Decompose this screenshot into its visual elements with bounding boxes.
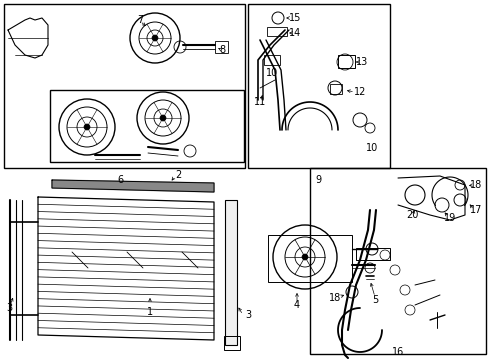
Text: 10: 10 xyxy=(365,143,377,153)
Bar xyxy=(50,90,244,162)
Bar xyxy=(355,248,389,260)
Circle shape xyxy=(152,35,158,41)
Text: 11: 11 xyxy=(253,97,265,107)
Polygon shape xyxy=(52,180,214,192)
Text: 7: 7 xyxy=(137,15,143,25)
Circle shape xyxy=(160,115,165,121)
Bar xyxy=(309,168,485,354)
Circle shape xyxy=(84,124,90,130)
Text: 19: 19 xyxy=(443,213,455,223)
Bar xyxy=(4,4,244,168)
Text: 9: 9 xyxy=(314,175,321,185)
Text: 2: 2 xyxy=(175,170,181,180)
Text: 18: 18 xyxy=(469,180,481,190)
Bar xyxy=(337,55,354,68)
Bar xyxy=(247,4,389,168)
Text: 13: 13 xyxy=(355,57,367,67)
Bar xyxy=(224,336,240,350)
Text: 6: 6 xyxy=(117,175,123,185)
Polygon shape xyxy=(8,18,48,58)
Text: 15: 15 xyxy=(288,13,301,23)
Text: 8: 8 xyxy=(219,45,224,55)
Bar xyxy=(224,200,237,345)
Polygon shape xyxy=(397,176,464,220)
Text: 5: 5 xyxy=(371,295,377,305)
Text: 16: 16 xyxy=(391,347,403,357)
Text: 10: 10 xyxy=(265,68,278,78)
Text: 3: 3 xyxy=(6,303,12,313)
Text: 20: 20 xyxy=(405,210,417,220)
Text: 18: 18 xyxy=(328,293,341,303)
Bar xyxy=(266,27,286,36)
Circle shape xyxy=(302,254,307,260)
Bar xyxy=(264,55,280,65)
Text: 12: 12 xyxy=(353,87,366,97)
Polygon shape xyxy=(38,197,214,340)
Text: 3: 3 xyxy=(244,310,250,320)
Bar xyxy=(215,41,227,53)
Text: 1: 1 xyxy=(146,298,153,317)
Bar xyxy=(267,235,351,282)
Bar xyxy=(329,84,341,94)
Text: 17: 17 xyxy=(469,205,481,215)
Text: 14: 14 xyxy=(288,28,301,38)
Text: 4: 4 xyxy=(293,300,300,310)
